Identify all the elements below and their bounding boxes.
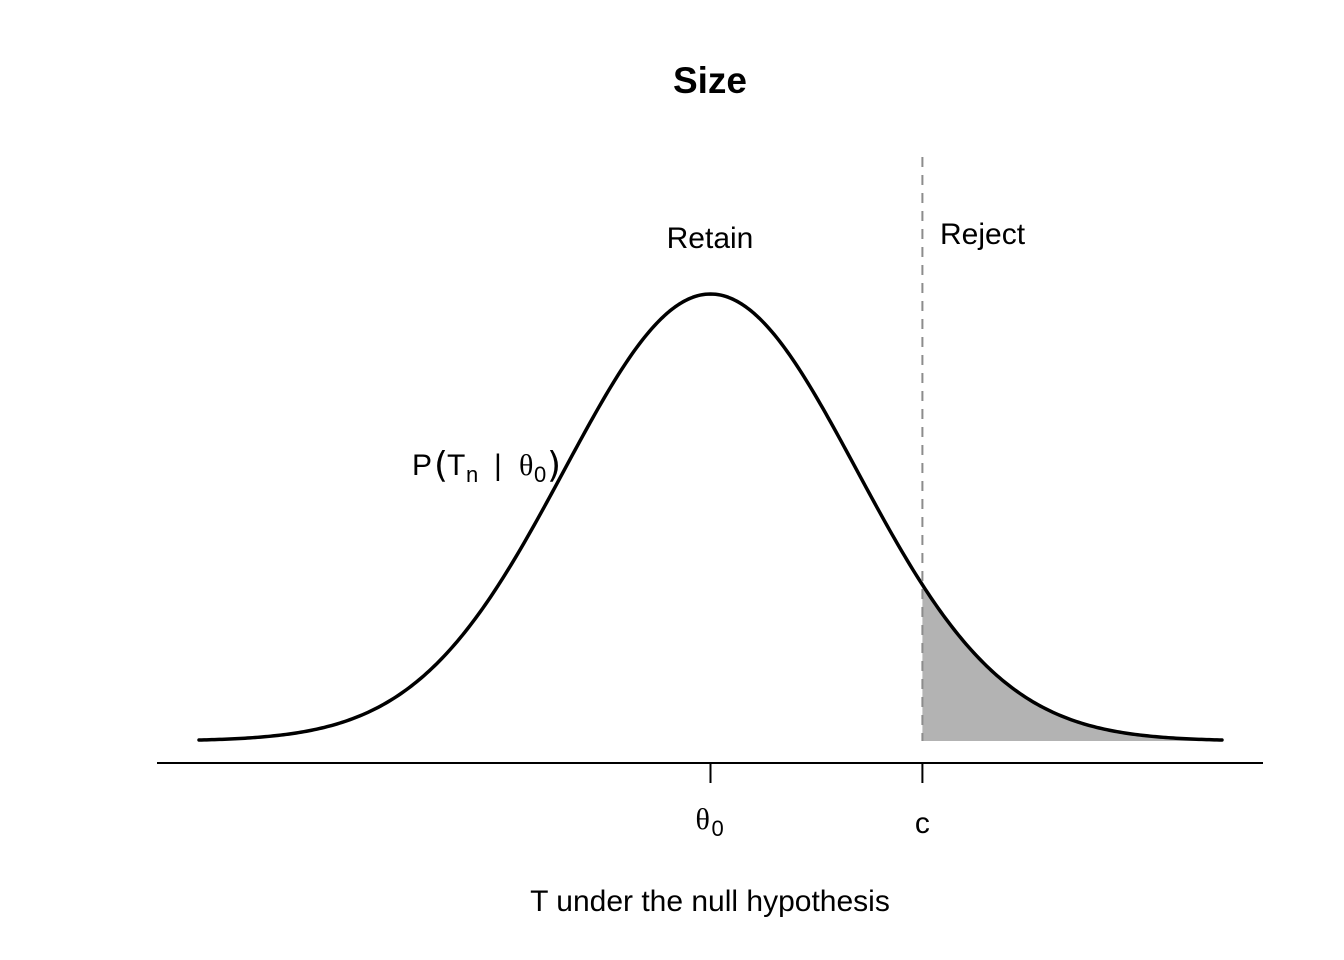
curve-label-param-sub: 0 xyxy=(534,462,546,487)
curve-label-param: θ xyxy=(519,449,533,482)
curve-label-close-paren: ) xyxy=(547,445,561,486)
curve-label-var: T xyxy=(447,449,465,482)
tick-label-theta0: θ xyxy=(696,803,710,836)
curve-label-bar: | xyxy=(494,449,502,482)
density-curve xyxy=(197,292,1224,742)
chart-title: Size xyxy=(673,60,747,101)
curve-label-prefix: P xyxy=(412,449,432,482)
curve-label-open-paren: ( xyxy=(434,445,448,486)
x-axis-label: T under the null hypothesis xyxy=(530,885,890,918)
tick-label-c: c xyxy=(915,807,930,840)
reject-label: Reject xyxy=(940,218,1026,251)
reject-region-shade xyxy=(922,584,1222,741)
curve-label: P ( T n | θ 0 ) xyxy=(412,445,561,487)
retain-label: Retain xyxy=(667,222,754,255)
tick-label-theta0-sub: 0 xyxy=(712,816,724,841)
curve-label-var-sub: n xyxy=(466,462,478,487)
